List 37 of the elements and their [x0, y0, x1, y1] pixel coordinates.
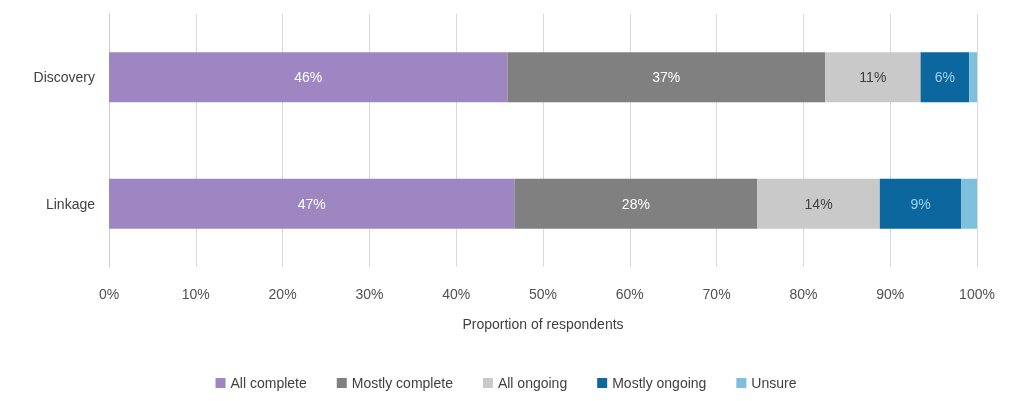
data-label: 46% — [294, 69, 323, 86]
data-label: 11% — [859, 69, 887, 86]
bar — [757, 178, 880, 229]
data-label: 37% — [652, 69, 681, 86]
x-tick-label: 20% — [268, 286, 297, 302]
x-tick-label: 90% — [876, 286, 905, 302]
x-tick-label: 30% — [355, 286, 384, 302]
x-tick-label: 50% — [528, 286, 558, 302]
legend-label: All complete — [230, 375, 307, 391]
bar — [920, 52, 970, 103]
legend-label: Unsure — [751, 375, 797, 391]
bar — [514, 178, 758, 229]
x-axis-title: Proportion of respondents — [462, 316, 624, 332]
y-tick-label: Discovery — [33, 69, 95, 86]
data-label: 14% — [804, 195, 833, 212]
data-label: 47% — [297, 195, 326, 212]
x-tick-label: 10% — [181, 286, 210, 302]
data-label: 28% — [621, 195, 650, 212]
x-tick-label: 80% — [789, 286, 818, 302]
bar — [969, 52, 977, 103]
bar — [507, 52, 826, 103]
x-tick-label: 40% — [442, 286, 471, 302]
bar — [825, 52, 921, 103]
legend-label: Mostly ongoing — [612, 375, 707, 391]
x-tick-label: 60% — [615, 286, 644, 302]
data-label: 9% — [910, 195, 931, 212]
x-tick-label: 0% — [98, 286, 120, 302]
x-tick-label: 100% — [959, 286, 995, 302]
legend-label: All ongoing — [497, 375, 568, 391]
x-tick-label: 70% — [702, 286, 731, 302]
legend-label: Mostly complete — [351, 375, 454, 391]
bar — [109, 178, 515, 229]
y-tick-label: Linkage — [45, 195, 96, 212]
bar — [961, 178, 977, 229]
bar — [879, 178, 962, 229]
data-label: 6% — [934, 69, 955, 86]
bar — [109, 52, 508, 103]
